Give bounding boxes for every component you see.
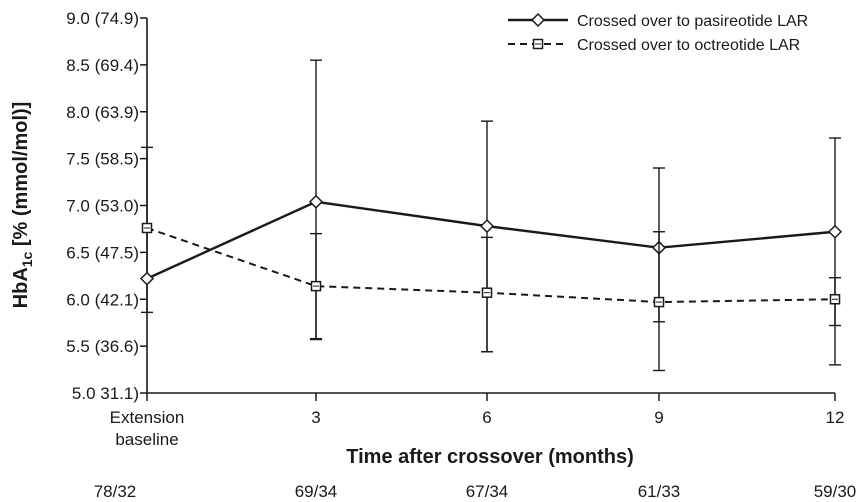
data-point-diamond [827,224,843,239]
x-tick-label: 3 [311,408,320,427]
x-tick-label-line: 3 [311,408,320,427]
data-point-square [481,287,493,298]
error-bar [829,276,841,366]
y-tick-label: 8.5 (69.4) [66,56,139,75]
y-tick-label: 5.5 (36.6) [66,337,139,356]
data-point-square [829,294,841,305]
y-tick-label: 9.0 (74.9) [66,9,139,28]
x-tick-label-line: 12 [826,408,845,427]
y-tick-label: 8.0 (63.9) [66,103,139,122]
data-point-diamond [139,271,155,286]
patient-count-label: 59/30 [814,482,857,501]
patient-count-label: 61/33 [638,482,681,501]
data-point-diamond [308,194,324,209]
y-tick-label: 7.5 (58.5) [66,150,139,169]
patient-count-label: 67/34 [466,482,509,501]
series-layer [139,59,843,372]
patient-count-label: 69/34 [295,482,338,501]
y-tick-label: 6.0 (42.1) [66,290,139,309]
y-axis-title: HbA1c [% (mmol/mol)] [10,102,35,309]
x-tick-label: 9 [654,408,663,427]
series-pasireotide [139,59,843,353]
legend-label: Crossed over to pasireotide LAR [577,13,808,30]
x-tick-label-line: Extension [110,408,185,427]
legend-marker-diamond [530,12,546,28]
x-tick-label-line: 6 [482,408,491,427]
x-tick-label: 12 [826,408,845,427]
x-tick-label-line: 9 [654,408,663,427]
legend: Crossed over to pasireotide LAR Crossed o… [508,12,808,54]
labels-layer: Time after crossover (months) HbA1c [% (m… [10,102,856,501]
y-axis-title-subscript: 1c [19,251,35,267]
patient-count-label: 78/32 [94,482,137,501]
legend-marker-square [532,38,544,50]
data-point-square [141,222,153,234]
data-point-square [653,296,665,308]
x-tick-label-line: baseline [115,430,178,449]
legend-entry: Crossed over to octreotide LAR [508,37,800,54]
x-axis-title: Time after crossover (months) [346,446,634,468]
y-tick-label: 7.0 (53.0) [66,197,139,216]
y-axis-title-rest: [% (mmol/mol)] [10,102,32,252]
y-tick-label: 6.5 (47.5) [66,243,139,262]
x-tick-label: Extension baseline [110,408,185,449]
series-line [146,200,836,280]
x-tick-label: 6 [482,408,491,427]
legend-entry: Crossed over to pasireotide LAR [508,12,808,30]
series-octreotide [141,222,841,372]
axes: 5.0 31.1) 5.5 (36.6) 6.0 (42.1) 6.5 (47.5) 7… [66,9,844,449]
data-point-square [310,280,322,292]
y-axis-title-main: HbA [10,267,32,308]
data-point-diamond [479,219,495,234]
legend-label: Crossed over to octreotide LAR [577,37,800,54]
y-tick-label: 5.0 31.1) [72,384,139,403]
